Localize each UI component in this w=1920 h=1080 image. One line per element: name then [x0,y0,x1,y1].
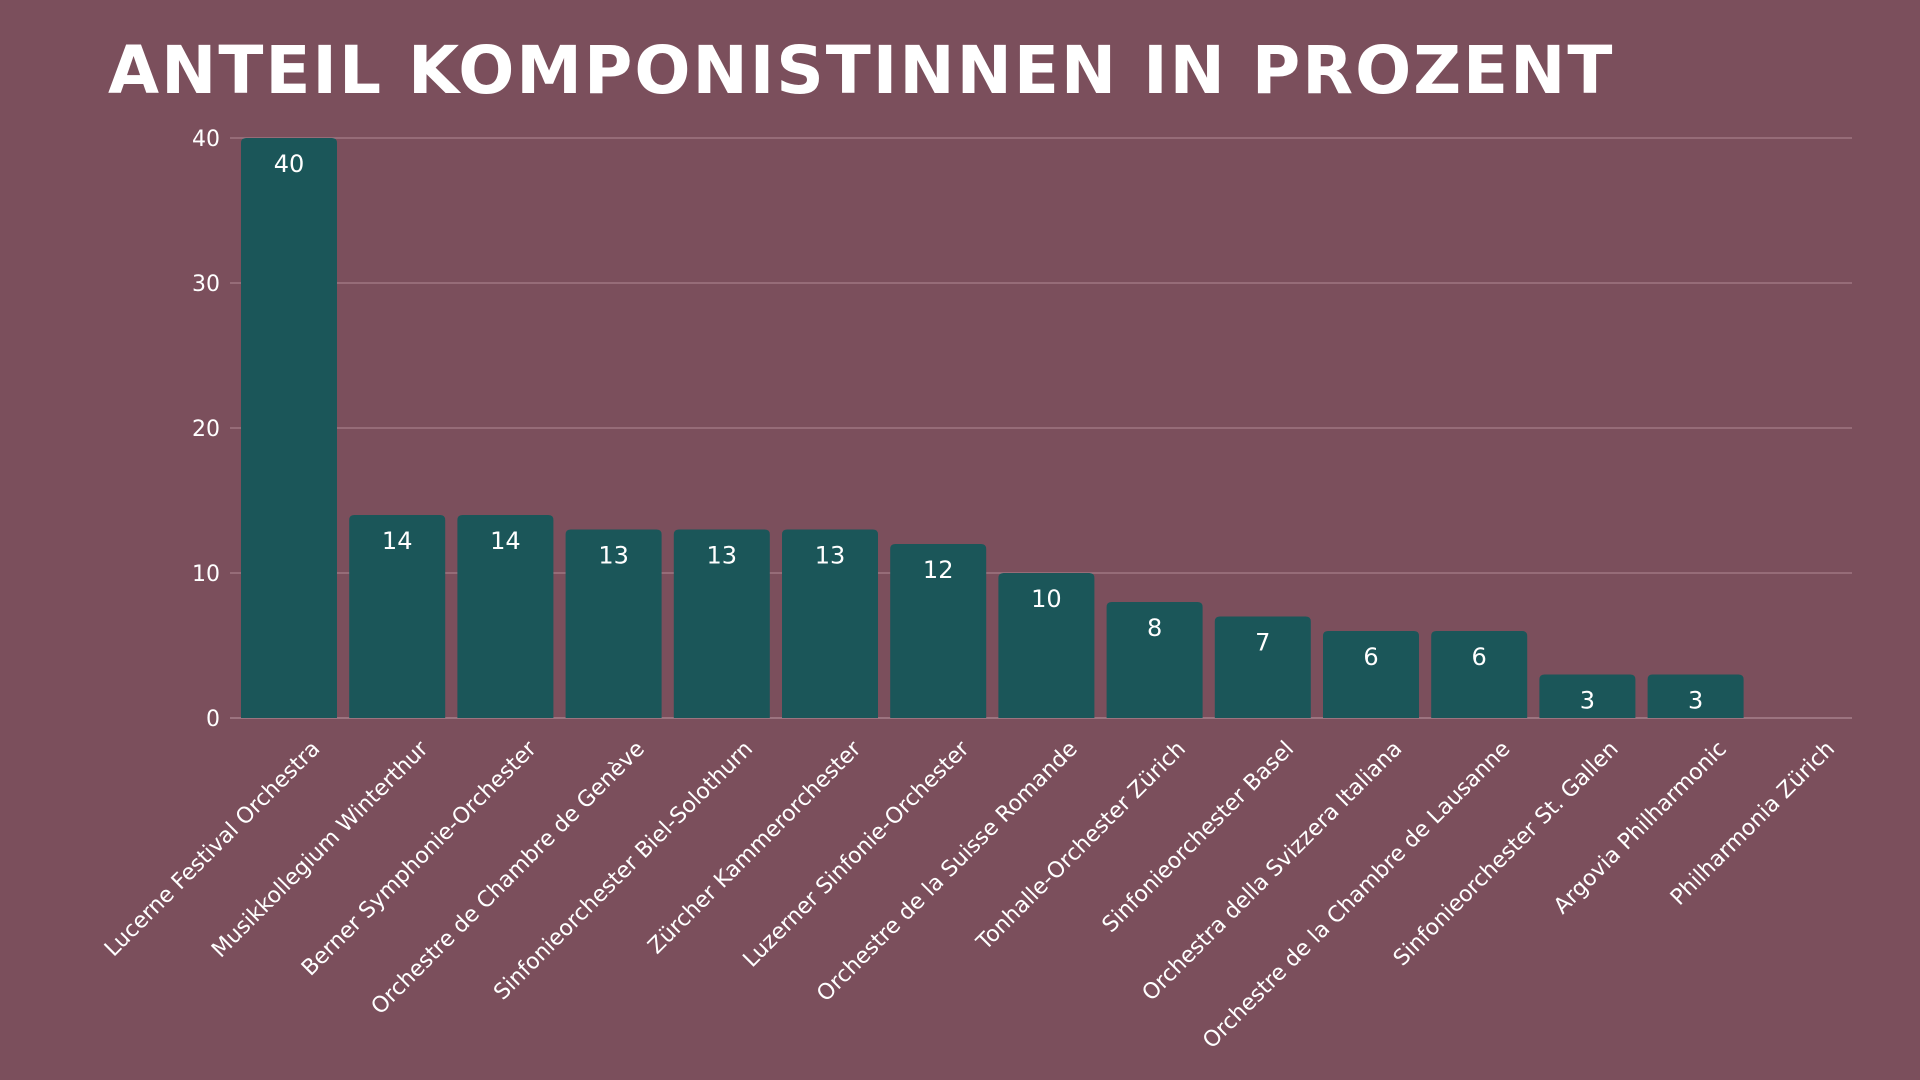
y-tick-label: 40 [192,127,220,152]
x-tick-label: Zürcher Kammerorchester [644,736,867,959]
bar-1 [241,138,337,718]
x-tick-label: Berner Symphonie-Orchester [297,736,542,981]
x-tick-label: Tonhalle-Orchester Zürich [972,737,1191,956]
bar-4 [565,529,662,718]
y-tick-label: 30 [192,272,220,297]
data-label: 3 [1688,687,1703,715]
bar-9 [1106,602,1203,718]
bar-3 [457,515,554,718]
data-label: 8 [1147,614,1162,642]
x-tick-label: Sinfonieorchester St. Gallen [1389,737,1624,972]
data-label: 7 [1255,629,1270,657]
data-label: 14 [490,527,521,555]
data-label: 12 [923,556,954,584]
bars-layer [241,138,1744,718]
x-tick-label: Sinfonieorchester Basel [1098,737,1299,938]
bar-8 [998,573,1095,718]
x-tick-label: Musikkollegium Winterthur [207,736,434,963]
bar-11 [1323,631,1419,718]
data-label: 14 [382,527,413,555]
bar-13 [1539,674,1636,718]
data-label: 10 [1031,585,1062,613]
data-label: 13 [598,542,629,570]
y-tick-label: 10 [192,562,220,587]
y-tick-label: 0 [206,707,220,732]
y-tick-label: 20 [192,417,220,442]
bar-14 [1647,674,1744,718]
data-label: 13 [707,542,738,570]
x-tick-label: Luzerner Sinfonie-Orchester [739,736,976,973]
data-label: 13 [815,542,846,570]
chart-title: Anteil Komponistinnen in Prozent [108,32,1615,109]
bar-10 [1214,616,1311,718]
bar-6 [782,529,878,718]
bar-2 [349,515,446,718]
bar-5 [673,529,770,718]
x-tick-label: Lucerne Festival Orchestra [100,737,325,962]
data-label: 6 [1363,643,1378,671]
x-tick-label: Argovia Philharmonic [1549,737,1732,920]
bar-7 [890,544,987,718]
data-label: 40 [274,150,305,178]
data-label: 3 [1580,687,1595,715]
bar-12 [1431,631,1528,718]
data-label: 6 [1472,643,1487,671]
